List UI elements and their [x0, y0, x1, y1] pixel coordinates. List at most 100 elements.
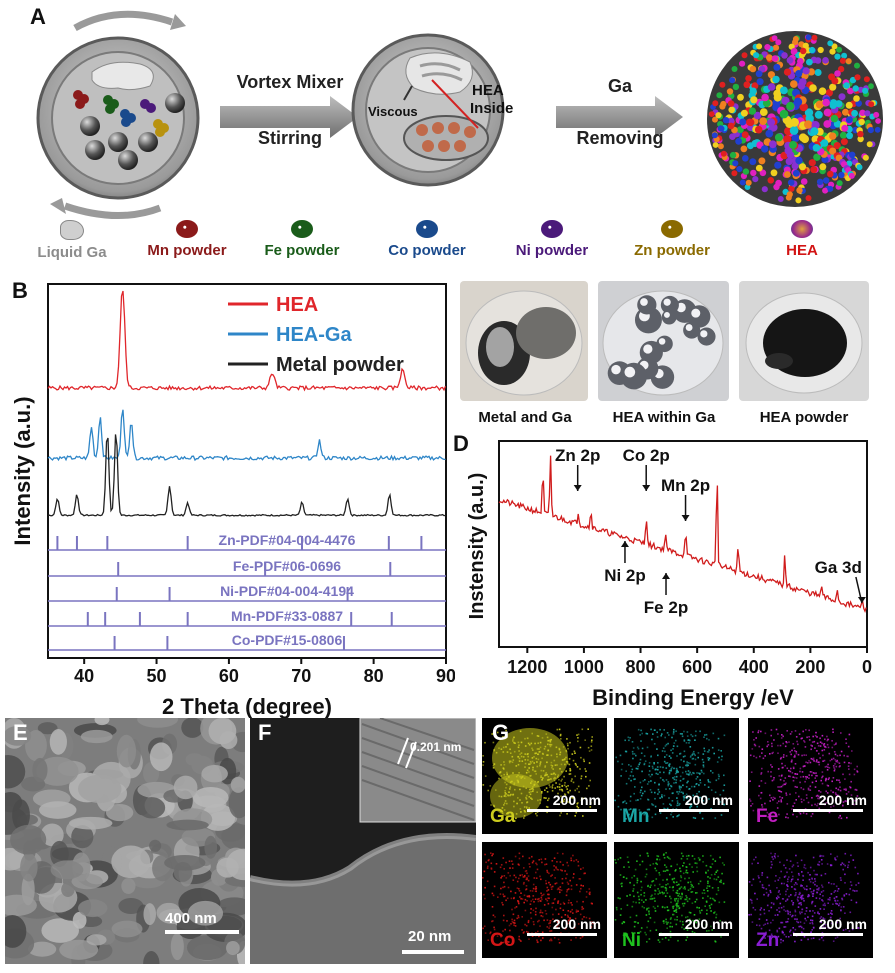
- xrd-xlabel: 2 Theta (degree): [162, 694, 332, 718]
- eds-element-label-3: Co: [490, 930, 516, 951]
- eds-map-zn: Zn 200 nm: [748, 842, 873, 958]
- rotate-arrow-bottom: [63, 202, 162, 219]
- eds-scale-label-1: 200 nm: [684, 792, 733, 808]
- ref-label-0: Zn-PDF#04-004-4476: [219, 532, 356, 548]
- legend-icon-2: [291, 220, 313, 238]
- xps-annotation-3: Ni 2p: [604, 566, 646, 585]
- xrd-legend-label-0: HEA: [276, 294, 318, 316]
- xps-tick-5: 200: [795, 657, 825, 677]
- rotate-arrow-top: [73, 10, 174, 32]
- step2-bottom-label: Removing: [576, 128, 664, 148]
- xrd-tick-3: 70: [291, 666, 311, 686]
- xrd-chart: HEA HEA-Ga Metal powder Zn-PDF#04-004-4476 F…: [10, 283, 455, 718]
- xrd-tick-2: 60: [219, 666, 239, 686]
- xps-tick-3: 600: [682, 657, 712, 677]
- xrd-series-2: [47, 434, 446, 517]
- xps-annotation-2: Mn 2p: [661, 476, 710, 495]
- legend-label-1: Mn powder: [147, 242, 227, 259]
- xps-tick-1: 1000: [564, 657, 604, 677]
- step2-top-label: Ga: [607, 76, 632, 96]
- eds-map-fe: Fe 200 nm: [748, 718, 873, 834]
- photo-metal-and-ga: [460, 281, 588, 401]
- eds-scale-bar-2: [793, 809, 863, 812]
- xps-frame: [498, 440, 868, 648]
- arrow-step-1: [220, 96, 358, 138]
- step1-top-label: Vortex Mixer: [236, 72, 344, 92]
- eds-scale-bar-3: [527, 933, 597, 936]
- legend-item-5: Zn powder: [612, 220, 732, 259]
- tem-image: 0.201 nm 20 nm F: [250, 718, 476, 964]
- legend-icon-6: [791, 220, 813, 238]
- eds-element-label-4: Ni: [622, 930, 641, 951]
- xps-chart: Zn 2p Co 2p Mn 2p Ni 2p Fe 2p Ga 3d 1200 1000 80…: [466, 440, 872, 710]
- eds-map-ga: Ga 200 nm: [482, 718, 607, 834]
- xps-ylabel: Instensity (a.u.): [466, 473, 488, 620]
- eds-map-ni: Ni 200 nm: [614, 842, 739, 958]
- ref-label-1: Fe-PDF#06-0696: [233, 558, 341, 574]
- legend-item-1: Mn powder: [127, 220, 247, 259]
- eds-element-label-5: Zn: [756, 930, 780, 951]
- xrd-tick-1: 50: [147, 666, 167, 686]
- viscous-label: Viscous: [368, 104, 418, 119]
- xrd-ylabel: Intensity (a.u.): [10, 396, 35, 545]
- sem-scale-label: 400 nm: [165, 910, 217, 927]
- legend-icon-4: [541, 220, 563, 238]
- eds-scale-bar-1: [659, 809, 729, 812]
- xrd-tick-4: 80: [364, 666, 384, 686]
- xrd-series-1: [47, 409, 446, 462]
- caption-hea-powder: HEA powder: [759, 409, 849, 426]
- eds-map-co: Co 200 nm: [482, 842, 607, 958]
- hea-inside-label-1: HEA: [472, 82, 504, 99]
- legend-label-0: Liquid Ga: [37, 244, 107, 261]
- legend-item-3: Co powder: [367, 220, 487, 259]
- eds-scale-bar-5: [793, 933, 863, 936]
- panel-label-d: D: [453, 431, 469, 456]
- liquid-ga-blob: [91, 61, 154, 91]
- legend-icon-3: [416, 220, 438, 238]
- xrd-legend-label-1: HEA-Ga: [276, 324, 352, 346]
- panel-label-f: F: [258, 720, 272, 745]
- tem-scale-bar: [402, 950, 464, 954]
- eds-scale-label-0: 200 nm: [552, 792, 601, 808]
- xps-annotation-5: Ga 3d: [815, 558, 862, 577]
- legend-label-5: Zn powder: [634, 242, 710, 259]
- eds-element-label-2: Fe: [756, 806, 779, 827]
- eds-scale-label-5: 200 nm: [818, 916, 867, 932]
- eds-scale-label-4: 200 nm: [684, 916, 733, 932]
- hea-sphere: [707, 31, 883, 207]
- xrd-legend-label-2: Metal powder: [276, 354, 404, 376]
- legend-label-3: Co powder: [388, 242, 466, 259]
- eds-scale-bar-0: [527, 809, 597, 812]
- xrd-series-0: [47, 290, 447, 392]
- eds-element-label-0: Ga: [490, 806, 516, 827]
- legend-item-2: Fe powder: [242, 220, 362, 259]
- xrd-tick-0: 40: [74, 666, 94, 686]
- xps-tick-0: 1200: [507, 657, 547, 677]
- ref-label-3: Mn-PDF#33-0887: [231, 608, 343, 624]
- eds-scale-bar-4: [659, 933, 729, 936]
- panel-a-schematic: [36, 10, 683, 219]
- xps-tick-6: 0: [862, 657, 872, 677]
- legend-icon-5: [661, 220, 683, 238]
- legend-item-4: Ni powder: [492, 220, 612, 259]
- xps-annotation-0: Zn 2p: [555, 446, 600, 465]
- caption-hea-within-ga: HEA within Ga: [612, 409, 716, 426]
- sem-scale-bar: [165, 930, 239, 934]
- legend-label-2: Fe powder: [264, 242, 340, 259]
- xps-annotation-4: Fe 2p: [644, 598, 688, 617]
- eds-scale-label-3: 200 nm: [552, 916, 601, 932]
- xps-series: [498, 455, 867, 613]
- legend-icon-1: [176, 220, 198, 238]
- arrow-step-2: [556, 96, 683, 138]
- photo-hea-within-ga: [598, 281, 729, 401]
- panel-label-e: E: [13, 720, 28, 745]
- xps-tick-2: 800: [626, 657, 656, 677]
- panel-label-g: G: [492, 720, 510, 745]
- eds-scale-label-2: 200 nm: [818, 792, 867, 808]
- legend-label-4: Ni powder: [515, 242, 589, 259]
- xps-xlabel: Binding Energy /eV: [592, 685, 794, 710]
- eds-element-label-1: Mn: [622, 806, 650, 827]
- sem-image: 400 nm E: [5, 718, 245, 964]
- photo-hea-powder: [739, 281, 869, 401]
- legend-item-0: Liquid Ga: [12, 220, 132, 261]
